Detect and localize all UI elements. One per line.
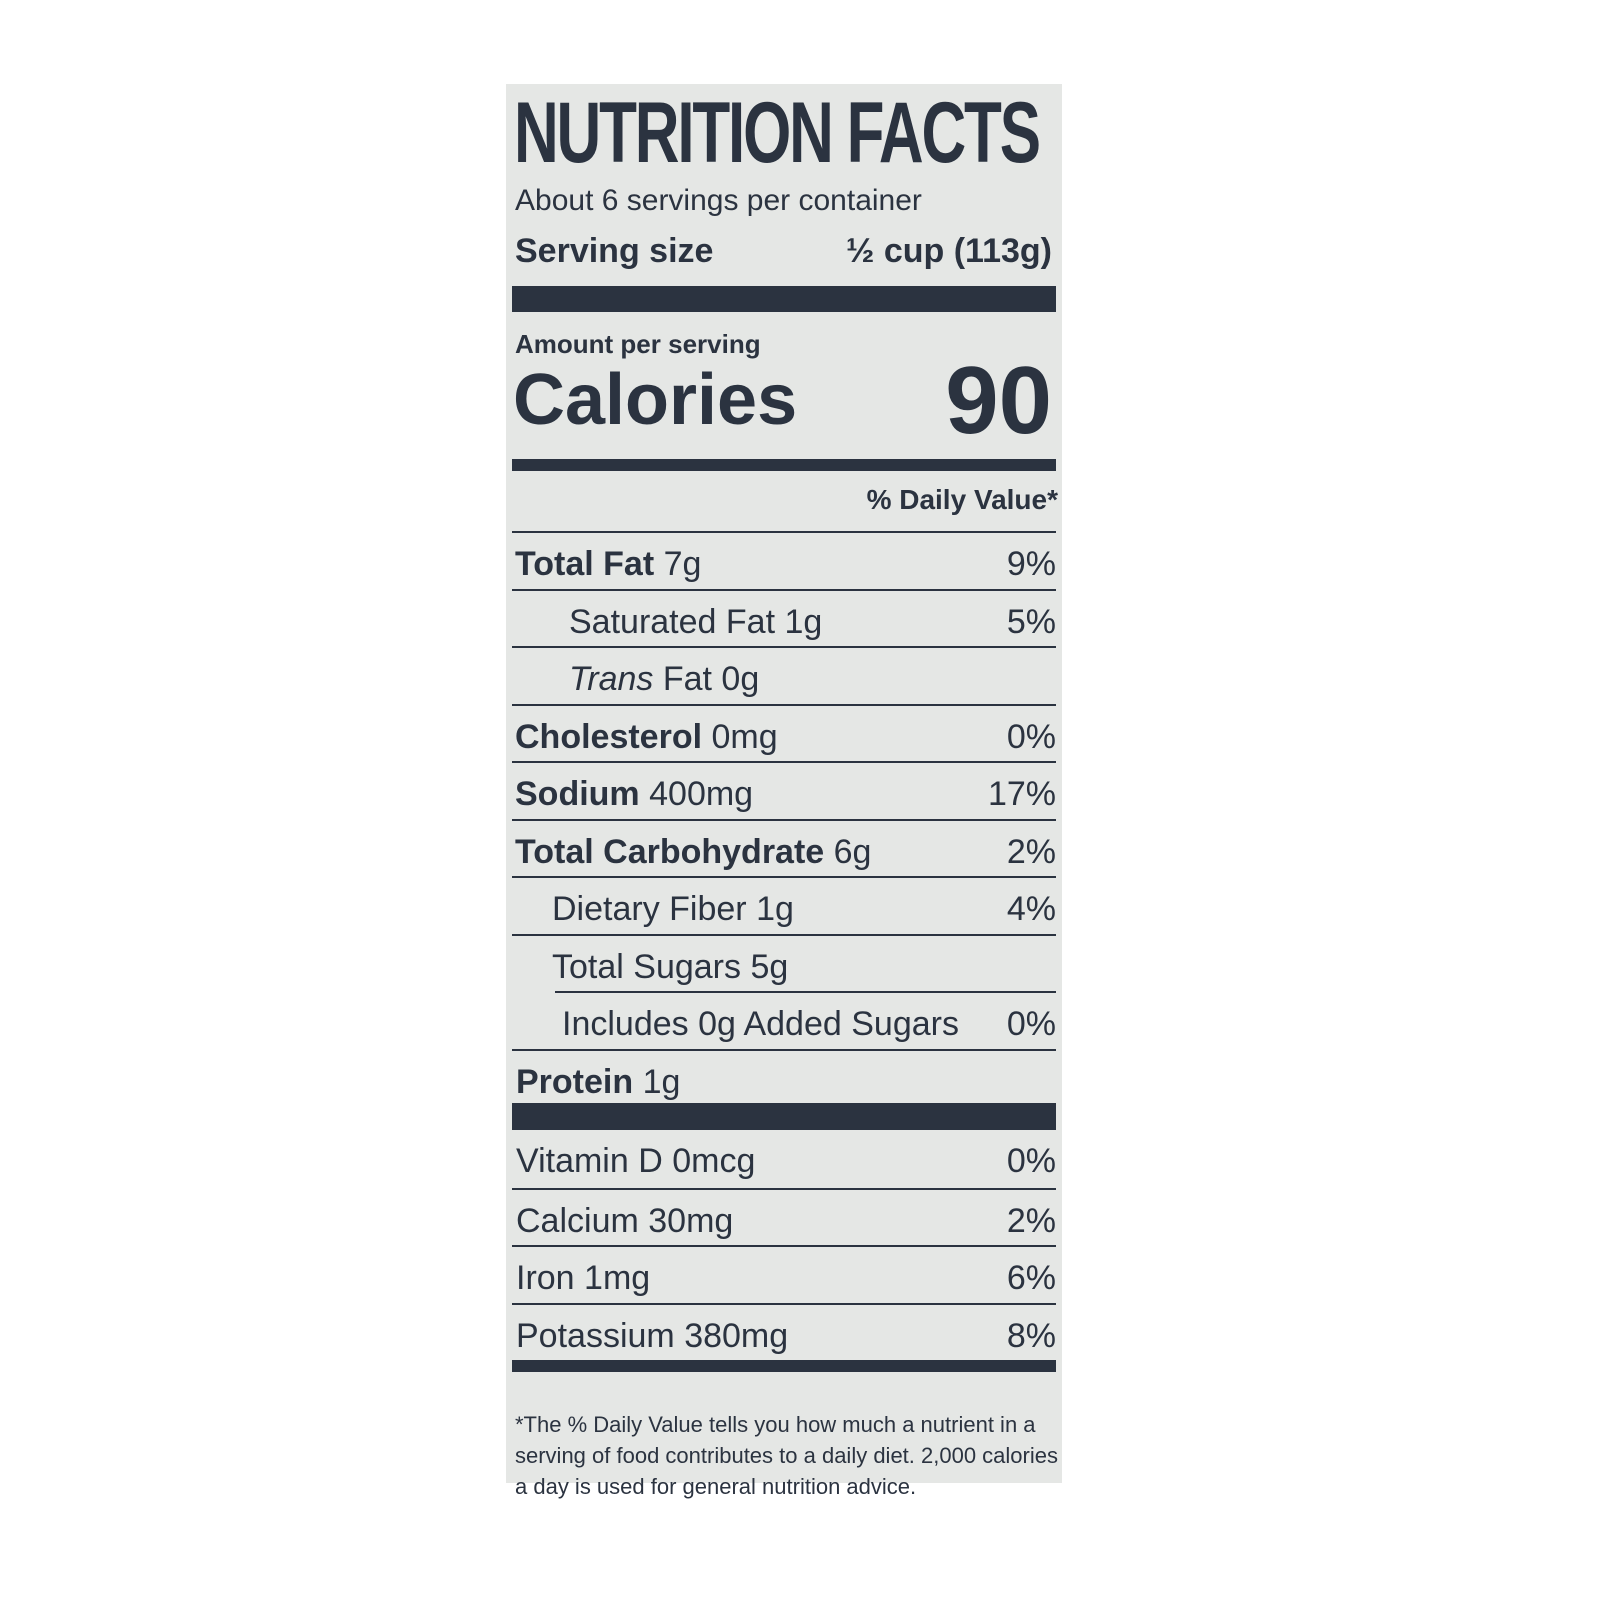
daily-value-footnote: *The % Daily Value tells you how much a … <box>515 1412 1058 1499</box>
nutrient-row-total-carbohydrate: Total Carbohydrate 6g 2% <box>512 819 1056 878</box>
medium-divider <box>512 1360 1056 1372</box>
nutrient-row-added-sugars: Includes 0g Added Sugars 0% <box>555 991 1056 1050</box>
nutrient-row-total-sugars: Total Sugars 5g <box>512 934 1056 993</box>
vitamin-row-potassium: Potassium 380mg 8% <box>512 1303 1056 1362</box>
serving-size-value: ½ cup (113g) <box>846 232 1052 270</box>
nutrition-facts-label: NUTRITION FACTS About 6 servings per con… <box>506 84 1062 1499</box>
nutrient-row-total-fat: Total Fat 7g 9% <box>512 531 1056 590</box>
vitamin-row-vitamin-d: Vitamin D 0mcg 0% <box>516 1142 1056 1180</box>
calories-value: 90 <box>945 347 1052 454</box>
servings-per-container: About 6 servings per container <box>515 184 922 217</box>
daily-value-header: % Daily Value* <box>866 484 1058 515</box>
thick-divider <box>512 1103 1056 1130</box>
nutrient-row-saturated-fat: Saturated Fat 1g 5% <box>512 589 1056 648</box>
label-title: NUTRITION FACTS <box>514 85 1041 181</box>
nutrient-row-protein: Protein 1g <box>512 1049 1056 1108</box>
vitamin-row-calcium: Calcium 30mg 2% <box>512 1188 1056 1247</box>
thick-divider <box>512 286 1056 312</box>
nutrient-row-cholesterol: Cholesterol 0mg 0% <box>512 704 1056 763</box>
calories-label: Calories <box>513 360 798 440</box>
vitamin-row-iron: Iron 1mg 6% <box>512 1245 1056 1304</box>
amount-per-serving: Amount per serving <box>515 329 761 359</box>
serving-size-label: Serving size <box>515 232 714 270</box>
medium-divider <box>512 459 1056 471</box>
nutrient-row-dietary-fiber: Dietary Fiber 1g 4% <box>512 876 1056 935</box>
nutrient-row-trans-fat: Trans Fat 0g <box>512 646 1056 705</box>
nutrient-row-sodium: Sodium 400mg 17% <box>512 761 1056 820</box>
